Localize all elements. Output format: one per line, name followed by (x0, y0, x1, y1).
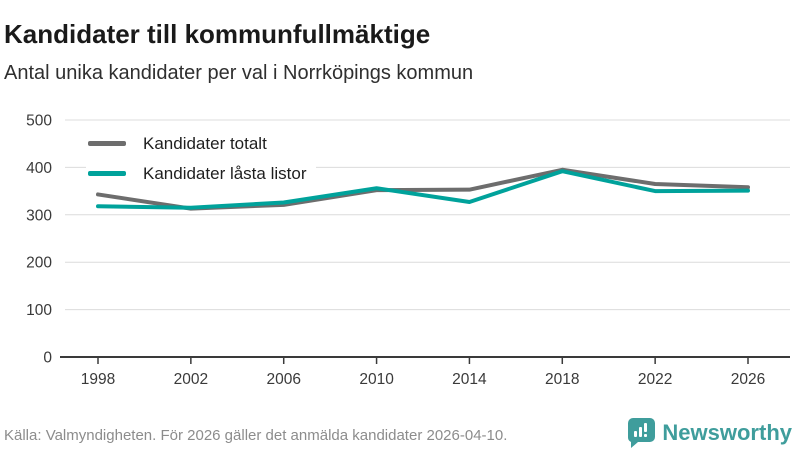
x-tick-label: 2018 (545, 371, 579, 388)
y-tick-label: 100 (26, 302, 52, 319)
y-tick-label: 500 (26, 113, 52, 130)
newsworthy-bubble-icon (628, 418, 656, 448)
legend-label-total: Kandidater totalt (143, 133, 267, 153)
legend-swatch-total-icon (88, 141, 126, 146)
y-tick-label: 200 (26, 255, 52, 272)
y-tick-label: 300 (26, 207, 52, 224)
chart-subtitle: Antal unika kandidater per val i Norrköp… (4, 62, 474, 84)
legend-swatch-locked-lists-icon (88, 171, 126, 176)
source-note: Källa: Valmyndigheten. För 2026 gäller d… (4, 427, 508, 444)
x-tick-label: 2022 (638, 371, 672, 388)
legend-item-total: Kandidater totalt (86, 129, 317, 158)
x-tick-label: 2026 (731, 371, 765, 388)
newsworthy-logo: Newsworthy (628, 418, 792, 448)
x-tick-label: 2006 (266, 371, 300, 388)
x-tick-label: 2010 (359, 371, 394, 388)
x-tick-label: 2014 (452, 371, 487, 388)
chart-legend: Kandidater totalt Kandidater låsta listo… (86, 129, 317, 188)
y-tick-label: 0 (43, 350, 52, 367)
x-tick-label: 2002 (174, 371, 208, 388)
page-title: Kandidater till kommunfullmäktige (4, 19, 431, 50)
x-tick-label: 1998 (81, 371, 115, 388)
line-chart: 0 100 200 300 400 500 1998 2002 2006 2010 2014 2018… (26, 113, 790, 388)
legend-item-locked-lists: Kandidater låsta listor (86, 159, 317, 188)
newsworthy-wordmark: Newsworthy (662, 420, 792, 445)
legend-label-locked-lists: Kandidater låsta listor (143, 163, 307, 183)
y-tick-label: 400 (26, 160, 52, 177)
series-line (96, 169, 750, 210)
